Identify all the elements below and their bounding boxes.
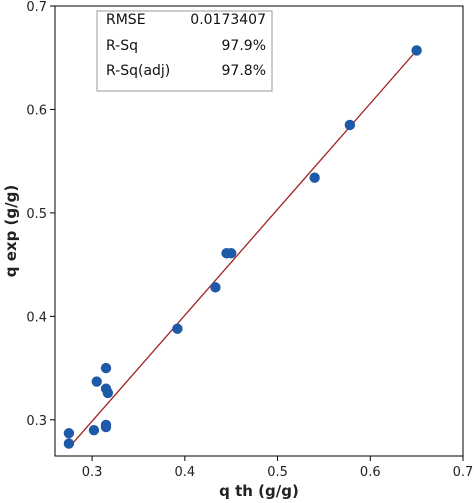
regression-line [68, 50, 418, 449]
data-point [344, 119, 356, 131]
stat-label-rsq-adj: R-Sq(adj) [106, 63, 170, 79]
x-axis: 0.3 0.4 0.5 0.6 0.7 [82, 456, 474, 480]
data-point [63, 438, 75, 449]
stat-value-rmse: 0.0173407 [190, 12, 266, 28]
y-axis-title: q exp (g/g) [2, 185, 20, 277]
stat-value-rsq: 97.9% [222, 38, 266, 54]
y-tick-label: 0.7 [26, 0, 47, 15]
stat-label-rmse: RMSE [106, 12, 146, 28]
data-point [411, 45, 422, 56]
data-point [210, 282, 221, 293]
data-point [100, 421, 112, 433]
data-point [100, 362, 112, 374]
stat-label-rsq: R-Sq [106, 38, 138, 54]
x-axis-title: q th (g/g) [219, 482, 299, 500]
y-tick-label: 0.3 [26, 414, 47, 429]
x-tick-label: 0.6 [360, 465, 381, 480]
x-tick-label: 0.5 [267, 465, 288, 480]
y-axis: 0.3 0.4 0.5 0.6 0.7 [26, 0, 55, 429]
data-point [102, 387, 114, 399]
x-tick-label: 0.4 [174, 465, 195, 480]
data-point [91, 376, 102, 387]
stats-box: RMSE 0.0173407 R-Sq 97.9% R-Sq(adj) 97.8… [96, 10, 273, 92]
data-point [309, 172, 320, 183]
data-points [63, 45, 422, 449]
data-point [225, 248, 237, 259]
x-tick-label: 0.7 [453, 465, 474, 480]
stats-box-frame [96, 10, 273, 92]
stat-value-rsq-adj: 97.8% [222, 63, 266, 79]
x-tick-label: 0.3 [82, 465, 103, 480]
y-tick-label: 0.5 [26, 207, 47, 222]
data-point [172, 323, 183, 334]
y-tick-label: 0.4 [26, 310, 47, 325]
data-point [63, 428, 75, 439]
data-point [88, 424, 100, 436]
y-tick-label: 0.6 [26, 103, 47, 118]
